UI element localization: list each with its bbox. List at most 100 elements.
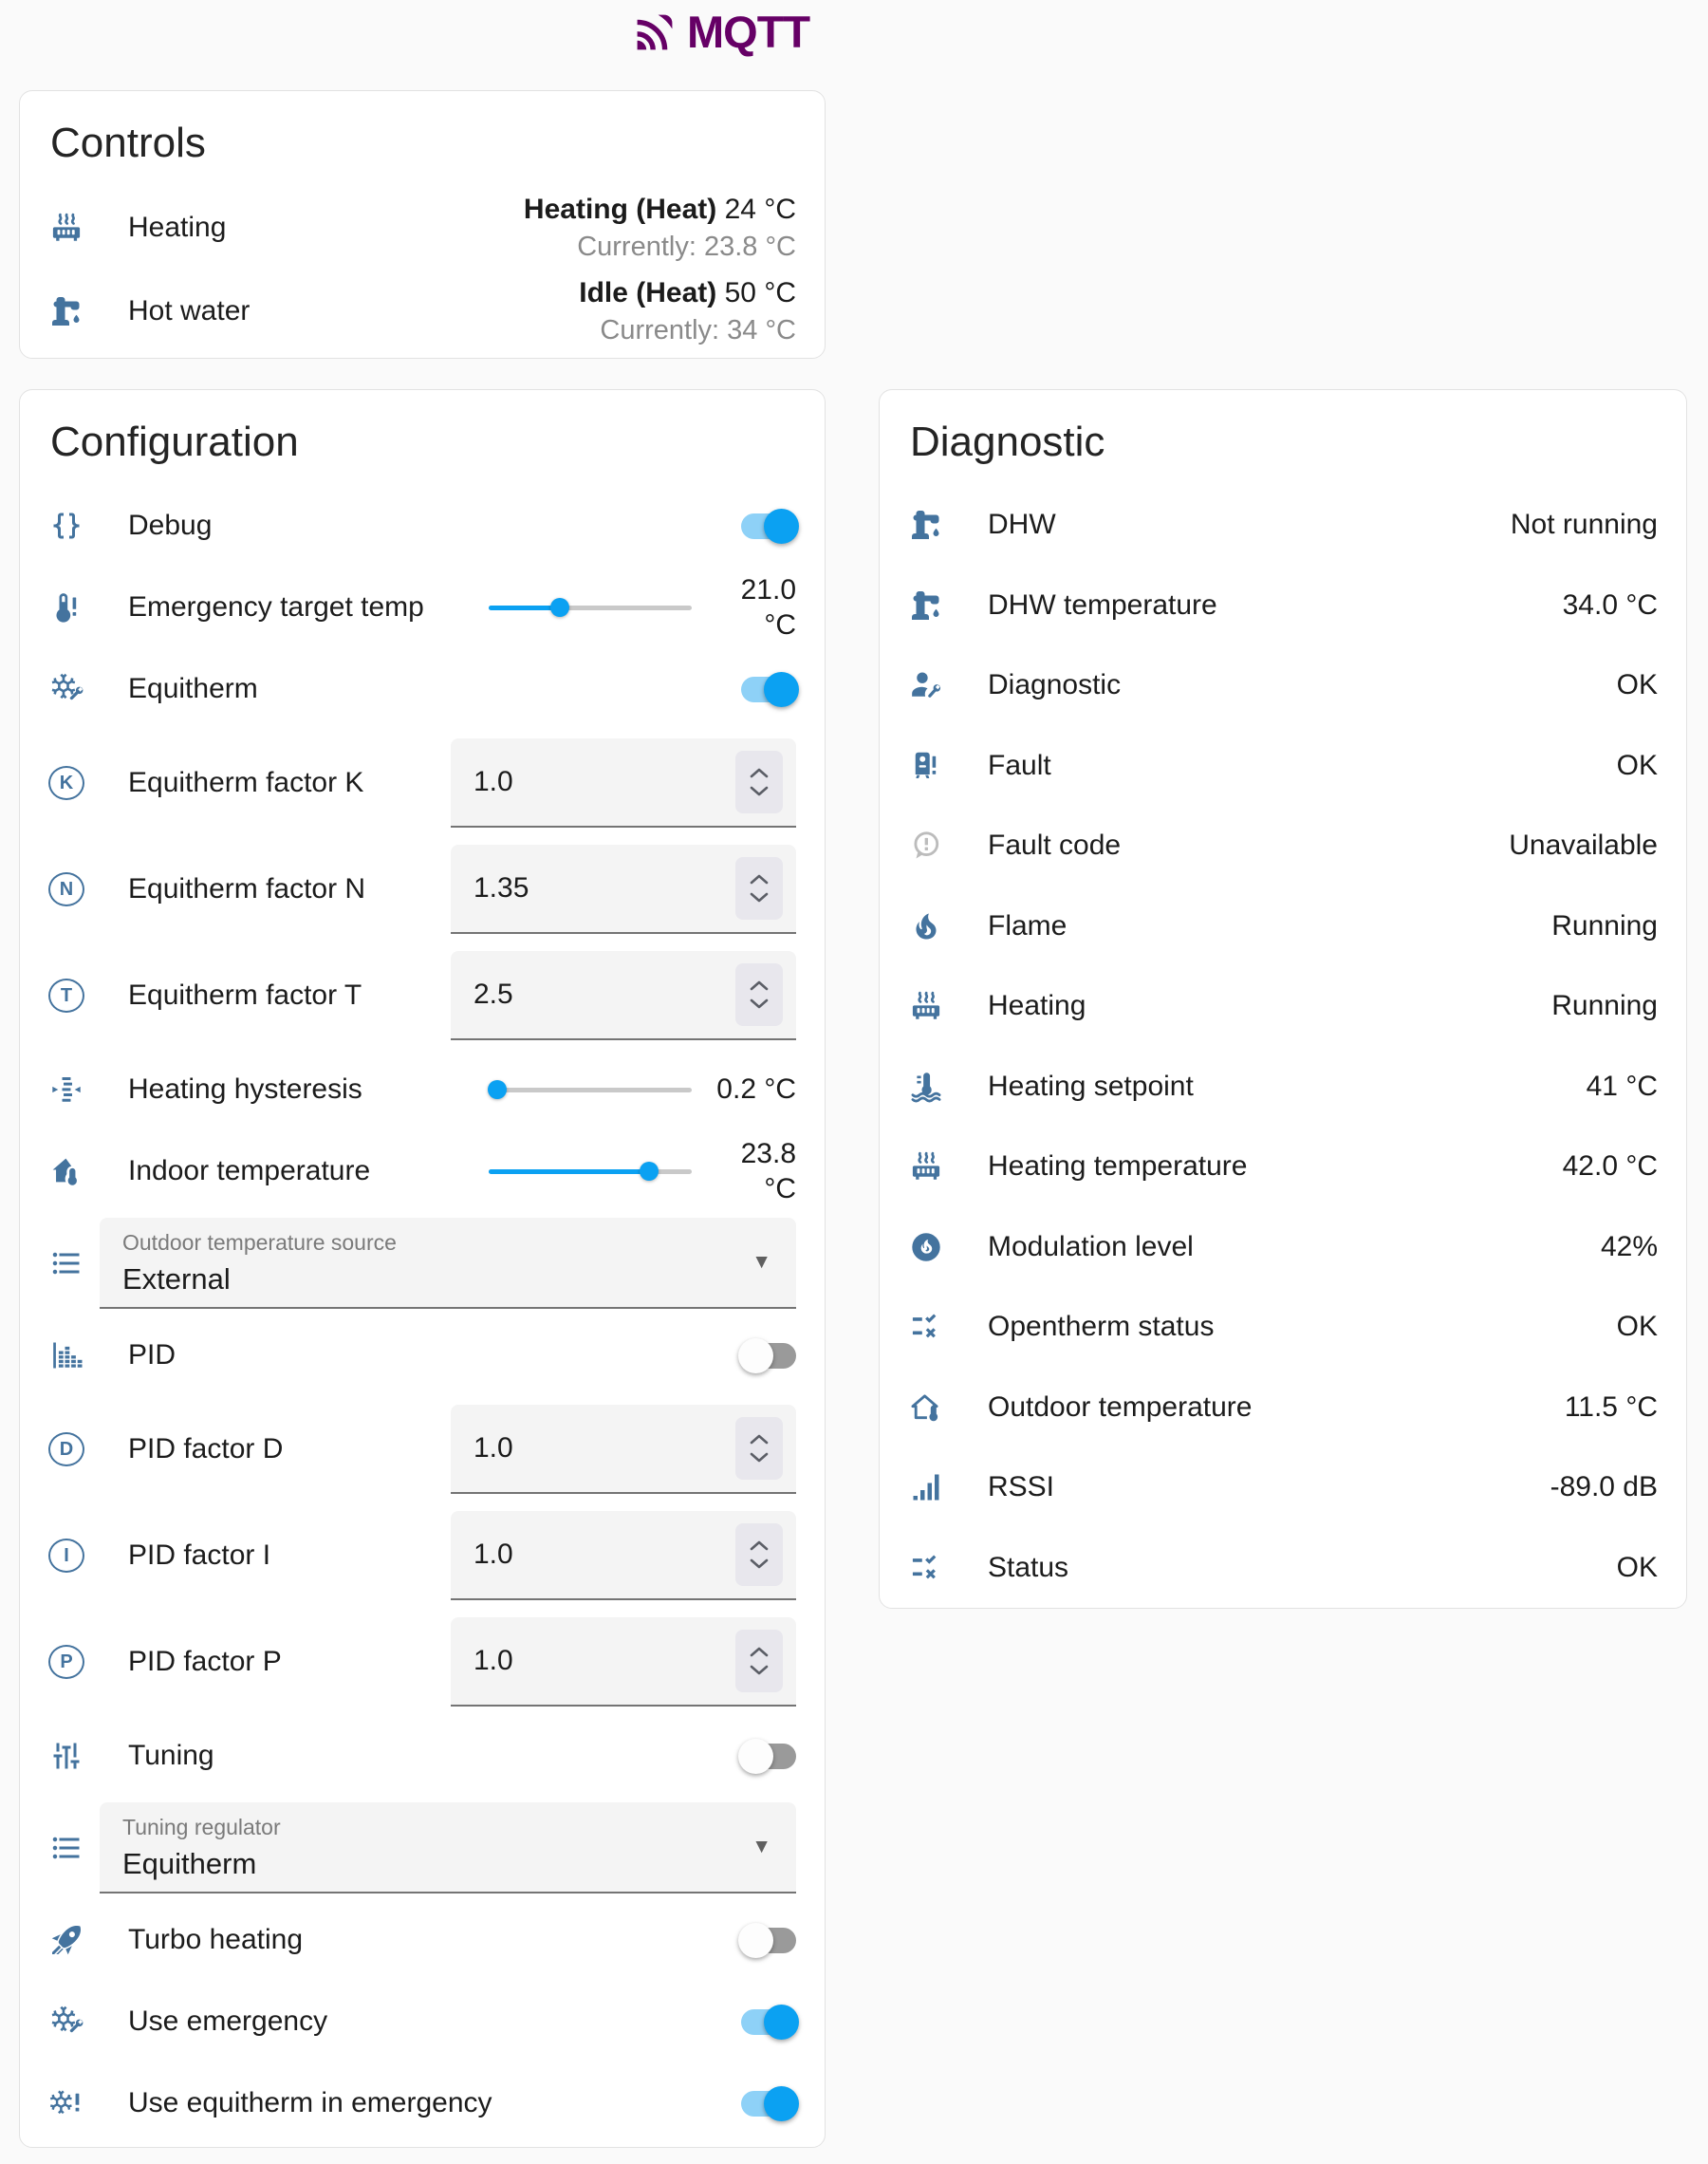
water-pump-icon xyxy=(908,507,944,543)
select-value: Equitherm xyxy=(122,1847,257,1880)
entity-label: Fault xyxy=(988,749,1051,781)
water-pump-icon xyxy=(908,588,944,624)
config-row-equitherm: Equitherm xyxy=(48,648,799,730)
chevron-up-icon xyxy=(750,768,769,778)
entity-label: Opentherm status xyxy=(988,1311,1215,1343)
snowflake-alert-icon xyxy=(48,2085,84,2121)
entity-value: OK xyxy=(1616,669,1658,701)
diagnostic-row-status: Status OK xyxy=(908,1528,1658,1609)
number-input-value[interactable]: 1.0 xyxy=(473,1539,513,1570)
entity-label: RSSI xyxy=(988,1471,1055,1503)
number-input-value[interactable]: 1.0 xyxy=(473,766,513,797)
control-row-hot-water[interactable]: Hot water Idle (Heat) 50 °C Currently: 3… xyxy=(48,270,796,353)
number-stepper[interactable] xyxy=(735,751,783,813)
chevron-down-icon xyxy=(750,1665,769,1675)
diagnostic-row-dhw-temperature: DHW temperature 34.0 °C xyxy=(908,566,1658,646)
diagnostic-row-rssi: RSSI -89.0 dB xyxy=(908,1447,1658,1528)
number-input-value[interactable]: 2.5 xyxy=(473,979,513,1010)
number-stepper[interactable] xyxy=(735,1523,783,1586)
number-input-value[interactable]: 1.35 xyxy=(473,872,529,904)
controls-card-title: Controls xyxy=(50,120,206,166)
select-value: External xyxy=(122,1262,231,1296)
home-thermometer-outline-icon xyxy=(908,1390,944,1426)
toggle-debug[interactable] xyxy=(741,508,799,544)
slider-heating-hysteresis[interactable] xyxy=(487,1076,692,1103)
toggle-use-emergency[interactable] xyxy=(741,2004,799,2040)
config-row-equitherm-factor-n: N Equitherm factor N 1.35 xyxy=(48,836,796,942)
toggle-turbo-heating[interactable] xyxy=(738,1922,796,1958)
number-stepper[interactable] xyxy=(735,963,783,1026)
slider-knob[interactable] xyxy=(487,1080,507,1099)
diagnostic-row-list: DHW Not running DHW temperature 34.0 °C … xyxy=(908,485,1658,1608)
number-input-value[interactable]: 1.0 xyxy=(473,1432,513,1464)
number-input-equitherm-factor-k[interactable]: 1.0 xyxy=(451,738,796,828)
entity-label: Heating temperature xyxy=(988,1150,1248,1183)
switch-knob xyxy=(764,2004,799,2040)
radiator-icon xyxy=(908,1148,944,1185)
entity-value: 42% xyxy=(1600,1230,1658,1262)
slider-indoor-temperature[interactable] xyxy=(489,1158,692,1185)
controls-card: Controls Heating Heating (Heat) 24 °C Cu… xyxy=(19,90,826,359)
state-target-temp: 50 °C xyxy=(724,276,796,308)
entity-label: Heating xyxy=(988,990,1086,1022)
entity-value: OK xyxy=(1616,1311,1658,1343)
entity-label: PID factor I xyxy=(128,1539,271,1571)
diagnostic-row-outdoor-temperature: Outdoor temperature 11.5 °C xyxy=(908,1368,1658,1448)
entity-label: Indoor temperature xyxy=(128,1155,371,1186)
diagnostic-row-diagnostic: Diagnostic OK xyxy=(908,645,1658,726)
toggle-use-equitherm-in-emergency[interactable] xyxy=(741,2085,799,2121)
chevron-up-icon xyxy=(750,1540,769,1551)
number-input-pid-factor-d[interactable]: 1.0 xyxy=(451,1405,796,1494)
diagnostic-row-heating-setpoint: Heating setpoint 41 °C xyxy=(908,1047,1658,1128)
state-mode: Heating (Heat) xyxy=(523,193,717,225)
number-input-equitherm-factor-n[interactable]: 1.35 xyxy=(451,845,796,934)
config-row-pid-factor-d: D PID factor D 1.0 xyxy=(48,1396,796,1502)
alpha-n-circle-icon: N xyxy=(48,872,84,906)
select-tuning-regulator[interactable]: Tuning regulator Equitherm ▼ xyxy=(100,1802,796,1894)
diagnostic-row-fault: Fault OK xyxy=(908,726,1658,807)
state-current-temp: Currently: 34 °C xyxy=(600,314,796,345)
diagnostic-row-fault-code: Fault code Unavailable xyxy=(908,806,1658,886)
config-row-indoor-temperature: Indoor temperature 23.8 °C xyxy=(48,1130,796,1212)
entity-label: Flame xyxy=(988,909,1068,942)
rocket-icon xyxy=(48,1922,84,1958)
entity-label: Turbo heating xyxy=(128,1924,304,1955)
state-current-temp: Currently: 23.8 °C xyxy=(577,231,796,262)
entity-label: DHW xyxy=(988,509,1056,541)
number-stepper[interactable] xyxy=(735,1630,783,1692)
number-input-pid-factor-i[interactable]: 1.0 xyxy=(451,1511,796,1600)
number-stepper[interactable] xyxy=(735,857,783,920)
config-row-equitherm-factor-k: K Equitherm factor K 1.0 xyxy=(48,730,796,836)
message-alert-icon xyxy=(908,828,944,864)
water-pump-icon xyxy=(48,293,84,329)
mqtt-logo: MQTT xyxy=(632,6,810,58)
diagnostic-row-heating-temperature: Heating temperature 42.0 °C xyxy=(908,1127,1658,1207)
diagnostic-card: Diagnostic DHW Not running DHW temperatu… xyxy=(879,389,1687,1609)
config-row-heating-hysteresis: Heating hysteresis 0.2 °C xyxy=(48,1049,796,1130)
signal-icon xyxy=(908,1469,944,1505)
entity-label: Hot water xyxy=(128,295,251,326)
slider-emergency-target-temp[interactable] xyxy=(489,594,692,621)
diagnostic-row-heating: Heating Running xyxy=(908,966,1658,1047)
toggle-equitherm[interactable] xyxy=(741,671,799,707)
toggle-tuning[interactable] xyxy=(738,1738,796,1774)
entity-value: Running xyxy=(1551,909,1658,942)
slider-track[interactable] xyxy=(489,605,692,610)
list-icon xyxy=(48,1245,84,1281)
entity-label: DHW temperature xyxy=(988,588,1217,621)
number-stepper[interactable] xyxy=(735,1417,783,1480)
entity-value: Running xyxy=(1551,990,1658,1022)
control-row-heating[interactable]: Heating Heating (Heat) 24 °C Currently: … xyxy=(48,186,796,270)
number-input-pid-factor-p[interactable]: 1.0 xyxy=(451,1617,796,1707)
select-outdoor-temperature-source[interactable]: Outdoor temperature source External ▼ xyxy=(100,1218,796,1309)
toggle-pid[interactable] xyxy=(738,1337,796,1373)
slider-track[interactable] xyxy=(489,1087,692,1092)
slider-knob[interactable] xyxy=(549,598,569,617)
switch-knob xyxy=(764,508,799,544)
number-input-equitherm-factor-t[interactable]: 2.5 xyxy=(451,951,796,1040)
chevron-up-icon xyxy=(750,1647,769,1657)
slider-knob[interactable] xyxy=(640,1162,659,1181)
entity-label: Fault code xyxy=(988,830,1122,862)
config-row-pid-factor-i: I PID factor I 1.0 xyxy=(48,1502,796,1609)
number-input-value[interactable]: 1.0 xyxy=(473,1645,513,1676)
